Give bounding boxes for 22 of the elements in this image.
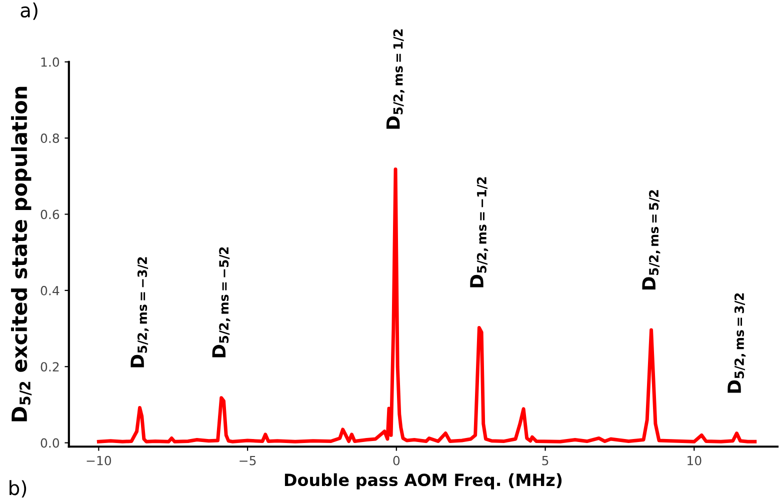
text: a) bbox=[20, 2, 38, 20]
annotation: D$_{5/2,ms=−1/2}$ bbox=[470, 177, 488, 288]
text: b) bbox=[10, 480, 26, 498]
y-tick-label: 0.0 bbox=[40, 438, 60, 448]
x-tick-label: 0 bbox=[393, 456, 400, 466]
y-axis-title: D$_{5/2}$ excited state population bbox=[11, 86, 32, 422]
x-tick-label: 10 bbox=[688, 456, 702, 466]
annotation: D$_{5/2,ms=1/2}$ bbox=[386, 29, 404, 129]
x-axis-title: Double pass AOM Freq. (MHz) bbox=[284, 473, 562, 490]
annotation: D$_{5/2,ms=3/2}$ bbox=[728, 293, 746, 393]
x-tick-label: −10 bbox=[86, 456, 112, 466]
y-tick-label: 0.2 bbox=[40, 362, 59, 372]
y-tick-label: 0.6 bbox=[40, 210, 60, 220]
annotation: D$_{5/2,ms=−5/2}$ bbox=[212, 247, 230, 358]
y-tick-label: 1.0 bbox=[41, 57, 60, 67]
line-series bbox=[96, 168, 757, 444]
y-tick-label: 0.8 bbox=[40, 134, 60, 143]
annotation: D$_{5/2,ms=5/2}$ bbox=[642, 190, 660, 290]
x-tick-label: 5 bbox=[542, 456, 548, 466]
annotation: D$_{5/2,ms=−3/2}$ bbox=[130, 257, 149, 368]
x-tick-label: −5 bbox=[240, 456, 256, 466]
y-tick-label: 0.4 bbox=[40, 286, 60, 296]
